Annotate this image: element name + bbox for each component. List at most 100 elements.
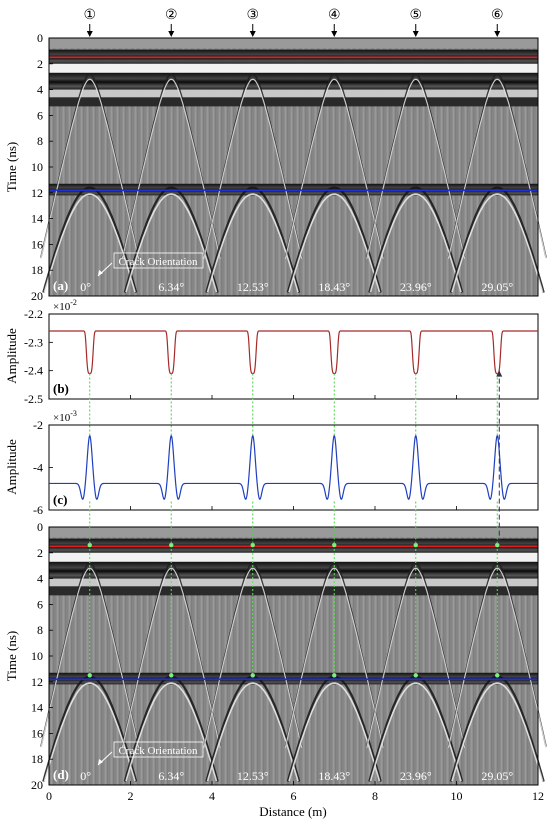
- panelA-ytick-label-6: 12: [31, 186, 43, 200]
- panel-d-radargram: 0 2 4 6 8 10 12 14 16 18 20 0 2 4 6 8 10 12 Time (ns) Di…: [4, 520, 547, 819]
- panel-b-series-line: [49, 330, 538, 375]
- cross-panel-connectors: [89, 370, 503, 546]
- panelA-angle-label-1: 0°: [80, 280, 91, 294]
- panel-a-marker-arrow-1: [86, 31, 93, 37]
- connector-dashed-6-arrowhead: [496, 370, 503, 377]
- panel-a-markers: ① ② ③ ④ ⑤ ⑥: [83, 8, 504, 37]
- panelA-angle-label-4: 18.43°: [318, 280, 350, 294]
- panelD-hyperbola-6-4: [451, 682, 544, 782]
- panel-c-exponent: ×10-3: [53, 409, 77, 424]
- panelD-hyperbola-3-4: [206, 682, 299, 782]
- panel-c-series-line: [49, 434, 538, 500]
- panelA-ytick-label-8: 16: [31, 237, 43, 251]
- panel-d-picks: [87, 542, 500, 678]
- panel-d-pick-top-1: [87, 542, 92, 548]
- panelA-angle-label-5: 23.96°: [400, 280, 432, 294]
- panel-b-frame: [48, 313, 539, 400]
- panel-d-xtick-label-0: 0: [46, 789, 52, 803]
- panelD-hyperbola-5-4: [369, 682, 462, 782]
- panel-c-amplitude: -2 -4 -6 Amplitude ×10-3 (c): [4, 409, 539, 517]
- panelD-band-second: [49, 586, 538, 596]
- panel-d-pick-top-3: [250, 542, 255, 548]
- panelD-ytick-label-10: 20: [31, 778, 43, 792]
- panel-a-marker-arrow-4: [331, 31, 338, 37]
- panel-d-xtick-label-3: 6: [291, 789, 297, 803]
- panelD-hyperbola-5-2: [366, 567, 466, 748]
- panel-a-marker-5: ⑤: [409, 8, 422, 23]
- panel-a-marker-3: ③: [246, 8, 259, 23]
- panel-a-marker-2: ②: [165, 8, 178, 23]
- panelA-ytick-label-10: 20: [31, 289, 43, 303]
- panel-c-ylabel: Amplitude: [4, 439, 19, 495]
- panelD-ytick-label-7: 14: [31, 701, 43, 715]
- panel-a-ylabel: Time (ns): [4, 142, 19, 192]
- panel-a-marker-arrow-5: [412, 31, 419, 37]
- panelD-ytick-label-5: 10: [31, 649, 43, 663]
- panelA-ytick-label-0: 0: [37, 31, 43, 45]
- panel-b-ylabel: Amplitude: [4, 328, 19, 384]
- panelA-band-light: [49, 89, 538, 98]
- panelA-hyperbola-4-2: [284, 78, 384, 259]
- panel-a-marker-arrow-6: [494, 31, 501, 37]
- panel-b-label: (b): [53, 381, 69, 396]
- panel-d-annotation: Crack Orientation: [118, 745, 198, 757]
- panel-d-y-ticks: 0 2 4 6 8 10 12 14 16 18 20: [31, 520, 53, 792]
- panel-d-xtick-label-2: 4: [209, 789, 215, 803]
- panelD-ytick-label-2: 4: [37, 572, 43, 586]
- panel-d-pick-bottom-6: [495, 673, 500, 678]
- panelD-angle-label-1: 0°: [80, 769, 91, 783]
- panelA-hyperbola-3-4: [206, 193, 299, 293]
- panel-a-interfaces: [49, 56, 538, 192]
- panel-a-annotation-arrowhead: [98, 270, 103, 276]
- panelA-hyperbola-2-2: [121, 78, 221, 259]
- panel-c-frame: [48, 424, 539, 511]
- panel-d-pick-bottom-3: [250, 673, 255, 678]
- panelA-hyperbola-6-4: [451, 193, 544, 293]
- panel-d-interfaces: [49, 545, 538, 681]
- panel-a-angle-labels: 0° 6.34° 12.53° 18.43° 23.96° 29.05°: [80, 280, 513, 294]
- panelD-hyperbola-1-2: [40, 567, 140, 748]
- panelA-ytick-label-7: 14: [31, 212, 43, 226]
- panelD-ytick-label-9: 18: [31, 752, 43, 766]
- panelD-ytick-label-0: 0: [37, 520, 43, 534]
- panel-a-marker-arrow-2: [168, 31, 175, 37]
- panelA-band-surface: [49, 72, 538, 90]
- panelD-ytick-label-3: 6: [37, 597, 43, 611]
- panelD-ytick-label-8: 16: [31, 726, 43, 740]
- panel-d-xlabel: Distance (m): [259, 804, 327, 819]
- panelA-band-top: [49, 38, 538, 49]
- panelD-band-top: [49, 527, 538, 538]
- panelA-hyperbola-6-2: [447, 78, 547, 259]
- panelA-ytick-label-4: 8: [37, 134, 43, 148]
- panelA-angle-label-3: 12.53°: [237, 280, 269, 294]
- panelD-hyperbola-3-2: [203, 567, 303, 748]
- panelA-hyperbola-5-4: [369, 193, 462, 293]
- panel-d-x-ticks: 0 2 4 6 8 10 12: [46, 781, 544, 803]
- panel-c-label: (c): [53, 492, 67, 507]
- panel-b-amplitude: -2.2 -2.3 -2.4 -2.5 Amplitude ×10-2 (b): [4, 298, 539, 406]
- panelA-hyperbola-2-4: [125, 193, 218, 293]
- panelB-ytick-label-2: -2.4: [24, 364, 43, 378]
- panelD-angle-label-5: 23.96°: [400, 769, 432, 783]
- panelA-ytick-label-5: 10: [31, 160, 43, 174]
- panelD-hyperbola-2-2: [121, 567, 221, 748]
- panel-d-pick-top-6: [495, 542, 500, 548]
- panel-d-xtick-label-5: 10: [451, 789, 463, 803]
- panelD-angle-label-2: 6.34°: [158, 769, 184, 783]
- panel-b-y-ticks: -2.2 -2.3 -2.4 -2.5: [24, 307, 53, 406]
- panelC-ytick-label-1: -4: [33, 461, 43, 475]
- panelD-band-light: [49, 578, 538, 587]
- panelD-angle-label-4: 18.43°: [318, 769, 350, 783]
- panelD-ytick-label-6: 12: [31, 675, 43, 689]
- panel-d-pick-top-4: [332, 542, 337, 548]
- panel-b-x-ticks: [48, 395, 539, 399]
- panel-d-xtick-label-6: 12: [532, 789, 544, 803]
- panel-c-x-ticks: [48, 506, 539, 510]
- panelA-hyperbola-4-3: [286, 186, 382, 293]
- panel-a-radargram: 0 2 4 6 8 10 12 14 16 18 20 Time (ns) ① ② ③ ④ ⑤ ⑥ 0° 6.3…: [4, 8, 547, 303]
- panel-a-y-ticks: 0 2 4 6 8 10 12 14 16 18 20: [31, 31, 53, 303]
- panelA-hyperbola-1-3: [42, 186, 138, 293]
- panelB-ytick-label-0: -2.2: [24, 307, 43, 321]
- panelB-ytick-label-3: -2.5: [24, 392, 43, 406]
